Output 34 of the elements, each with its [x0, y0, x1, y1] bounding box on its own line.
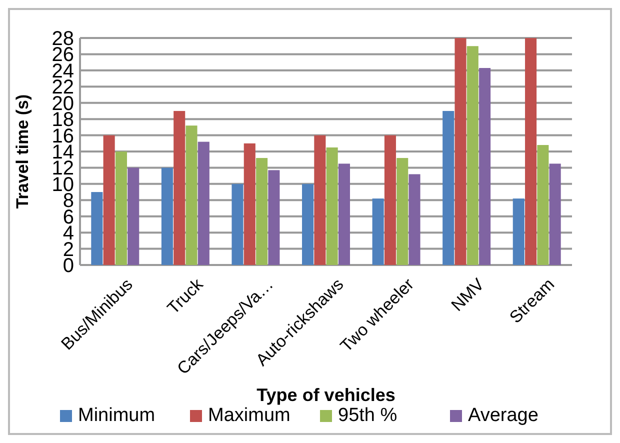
- legend-label: Minimum: [78, 405, 156, 426]
- legend-label: 95th %: [338, 405, 398, 426]
- bar: [314, 135, 326, 265]
- x-axis-title: Type of vehicles: [256, 385, 396, 405]
- bar: [103, 135, 115, 265]
- bar: [91, 192, 103, 265]
- bar: [198, 142, 210, 265]
- bar: [161, 168, 173, 265]
- bar: [479, 68, 491, 265]
- legend-label: Maximum: [208, 405, 290, 426]
- bar: [525, 38, 537, 265]
- bar: [512, 198, 524, 265]
- bar: [372, 198, 384, 265]
- bar: [115, 152, 127, 265]
- bar: [442, 110, 454, 265]
- bar: [338, 164, 350, 265]
- bar: [174, 110, 186, 265]
- bar: [186, 126, 198, 265]
- bar: [466, 46, 478, 265]
- bar: [396, 158, 408, 265]
- legend-label: Average: [468, 405, 538, 426]
- bar: [302, 184, 314, 265]
- bar: [384, 135, 396, 265]
- y-axis-title: Travel time (s): [13, 94, 32, 209]
- bar: [549, 164, 561, 265]
- bar: [537, 145, 549, 265]
- bar: [256, 158, 268, 265]
- bar: [408, 174, 420, 265]
- bar: [244, 143, 256, 265]
- bar: [232, 184, 244, 265]
- bar: [128, 168, 140, 265]
- bar: [268, 170, 280, 265]
- bar: [454, 38, 466, 265]
- bar: [326, 147, 338, 265]
